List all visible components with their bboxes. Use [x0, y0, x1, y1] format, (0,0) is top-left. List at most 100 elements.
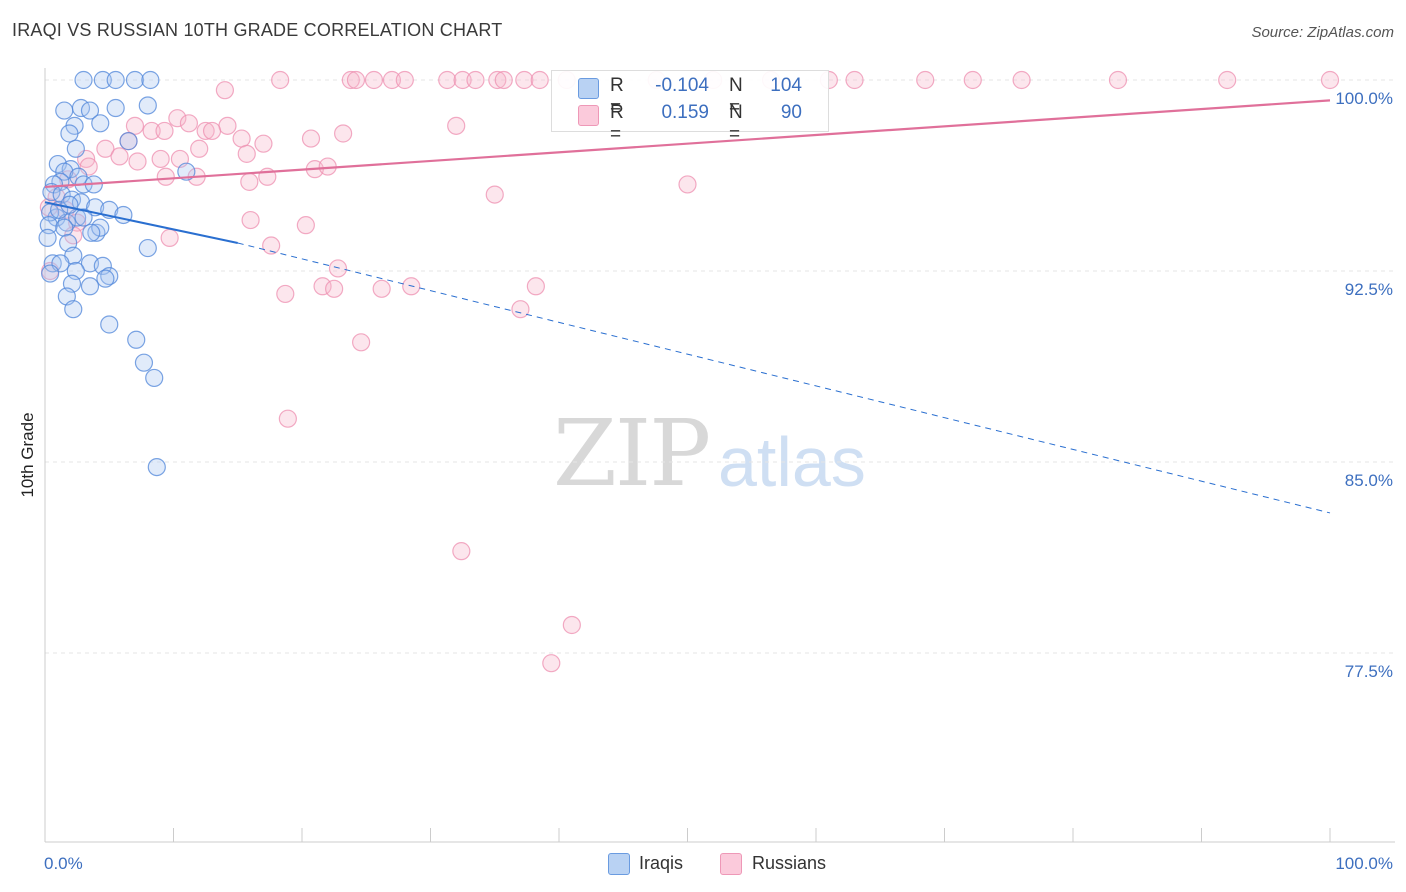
legend-n-value-iraqis: 104 — [770, 75, 802, 96]
iraqis-trend-line — [44, 201, 238, 244]
russians-point — [916, 70, 935, 90]
russians-point — [196, 121, 215, 141]
y-tick-label: 77.5% — [1345, 662, 1393, 681]
russians-point — [301, 129, 321, 148]
russians-point — [678, 175, 697, 194]
russians-point — [96, 139, 115, 158]
iraqis-point — [177, 162, 196, 181]
bottom-legend-iraqis: Iraqis — [639, 853, 684, 873]
russians-point — [334, 124, 353, 143]
y-tick-label: 85.0% — [1345, 471, 1393, 490]
russians-point — [542, 654, 561, 673]
iraqis-point — [82, 223, 101, 242]
russians-point — [241, 210, 260, 230]
russians-point — [156, 167, 175, 186]
iraqis-point — [141, 70, 160, 90]
russians-point — [515, 70, 534, 90]
iraqis-point — [64, 300, 83, 319]
russians-point — [1320, 70, 1340, 90]
russians-point — [325, 279, 344, 298]
russians-point — [254, 134, 273, 153]
russians-point — [341, 70, 360, 90]
russians-point — [128, 152, 147, 171]
iraqis-point — [80, 101, 100, 120]
iraqis-point — [145, 368, 164, 388]
russians-point — [453, 70, 472, 90]
russians-point — [218, 116, 237, 135]
iraqis-point — [91, 114, 110, 133]
russians-point — [511, 300, 530, 319]
legend-n-label: N = — [729, 75, 743, 118]
russians-point — [447, 116, 466, 135]
bottom-legend-iraqis-swatch — [608, 853, 630, 875]
source-label: Source: ZipAtlas.com — [1251, 24, 1394, 41]
legend-r-value-iraqis: -0.104 — [655, 75, 709, 96]
iraqis-point — [60, 124, 79, 143]
russians-point — [179, 114, 199, 133]
russians-point — [372, 279, 391, 298]
x-tick-label: 100.0% — [1335, 854, 1393, 873]
russians-point — [438, 70, 457, 90]
iraqis-point — [60, 195, 79, 214]
russians-point — [485, 185, 504, 204]
iraqis-point — [96, 269, 115, 288]
russians-trend-line — [44, 99, 1331, 189]
watermark-zip: ZIP — [553, 400, 711, 507]
iraqis-point — [80, 277, 100, 296]
russians-point — [530, 70, 549, 90]
y-tick-label: 100.0% — [1335, 89, 1393, 108]
russians-point — [237, 144, 256, 163]
iraqis-point — [100, 315, 119, 334]
iraqis-point — [134, 353, 154, 372]
x-tick-label: 0.0% — [44, 854, 83, 873]
russians-point — [466, 70, 485, 90]
russians-point — [190, 139, 209, 158]
bottom-legend-russians: Russians — [752, 853, 827, 873]
russians-point — [364, 70, 384, 90]
iraqis-point — [93, 70, 112, 90]
russians-point — [963, 70, 982, 90]
iraqis-point — [127, 330, 146, 349]
iraqis-point — [55, 162, 74, 181]
russians-point — [125, 116, 145, 135]
iraqis-point — [119, 132, 138, 151]
russians-point — [240, 172, 259, 191]
russians-point — [1012, 70, 1031, 90]
iraqis-point — [138, 96, 157, 115]
iraqis-point — [106, 98, 125, 118]
russians-point — [151, 149, 170, 169]
russians-point — [526, 277, 545, 296]
iraqis-point — [66, 139, 85, 158]
iraqis-point — [38, 228, 57, 247]
legend-n-value-russians: 90 — [780, 102, 802, 123]
iraqis-swatch — [578, 78, 599, 99]
russians-point — [271, 70, 290, 90]
russians-point — [328, 259, 348, 278]
russians-point — [352, 333, 371, 352]
russians-point — [278, 409, 297, 428]
russians-point — [494, 70, 513, 90]
russians-point — [296, 216, 315, 235]
iraqis-point — [91, 218, 110, 237]
legend-n-label: N = — [729, 102, 743, 145]
russians-point — [562, 615, 581, 635]
russians-point — [1108, 70, 1128, 90]
russians-point — [452, 542, 471, 561]
russians-point — [276, 284, 295, 304]
iraqis-point — [106, 70, 125, 90]
russians-swatch — [578, 105, 599, 126]
iraqis-point — [55, 101, 74, 120]
russians-point — [160, 228, 179, 247]
bottom-legend-russians-swatch — [720, 853, 742, 875]
russians-point — [168, 109, 187, 128]
russians-point — [313, 277, 332, 296]
russians-point — [1218, 70, 1237, 90]
russians-point — [845, 70, 864, 90]
russians-point — [155, 121, 174, 141]
iraqis-trend-extension — [237, 242, 1331, 514]
y-tick-label: 92.5% — [1345, 280, 1393, 299]
iraqis-point — [74, 208, 93, 227]
iraqis-point — [55, 218, 74, 237]
russians-point — [142, 121, 161, 141]
